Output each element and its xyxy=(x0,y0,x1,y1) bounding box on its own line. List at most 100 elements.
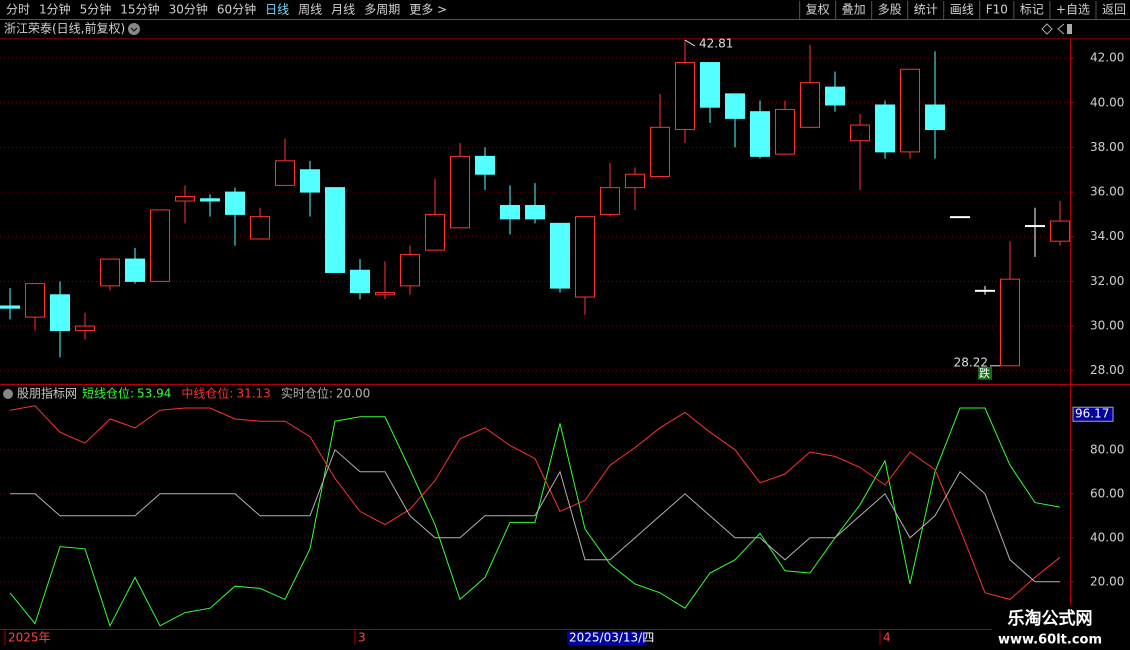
y-tick-label: 30.00 xyxy=(1090,319,1124,333)
candle-body xyxy=(975,289,995,292)
high-arrow xyxy=(684,39,696,47)
candle-body xyxy=(825,86,845,106)
candle-body xyxy=(950,216,970,219)
panel-icon[interactable] xyxy=(1067,24,1072,34)
toolbar-button[interactable]: 画线 xyxy=(950,3,974,17)
y-tick-label: 34.00 xyxy=(1090,229,1124,243)
indicator-line xyxy=(9,405,1061,600)
stock-title: 浙江荣泰(日线,前复权) xyxy=(4,21,125,36)
y-tick-label: 36.00 xyxy=(1090,185,1124,199)
candle-body xyxy=(0,305,20,309)
legend-value: 31.13 xyxy=(236,387,270,401)
candle-body xyxy=(400,254,420,287)
legend-value: 20.00 xyxy=(336,387,370,401)
toolbar-button[interactable]: 统计 xyxy=(914,3,938,17)
candle-body xyxy=(925,104,945,131)
candle-body xyxy=(725,93,745,119)
toolbar-tab[interactable]: 周线 xyxy=(298,3,322,17)
toolbar-tab[interactable]: 分时 xyxy=(6,3,30,17)
candle-body xyxy=(475,155,495,175)
toolbar-button[interactable]: +自选 xyxy=(1056,3,1090,17)
candle-body xyxy=(375,292,395,296)
candle-body xyxy=(225,191,245,215)
candle-body xyxy=(1050,220,1070,242)
candle-body xyxy=(650,126,670,177)
toolbar-tab[interactable]: 30分钟 xyxy=(169,2,208,17)
y-tick-label: 28.00 xyxy=(1090,363,1124,377)
legend-name: 实时仓位: xyxy=(281,386,333,401)
toolbar-tab[interactable]: 1分钟 xyxy=(39,2,71,17)
max-marker-label: 96.17 xyxy=(1075,407,1109,421)
date-label: 4 xyxy=(883,631,891,645)
toolbar-button[interactable]: 叠加 xyxy=(842,3,866,17)
candle-body xyxy=(125,258,145,282)
toolbar-button[interactable]: 标记 xyxy=(1020,3,1044,17)
candle-body xyxy=(1025,225,1045,228)
candle-body xyxy=(600,187,620,215)
y-tick-label: 38.00 xyxy=(1090,140,1124,154)
candle-body xyxy=(350,269,370,294)
y-tick-label: 32.00 xyxy=(1090,274,1124,288)
candle-body xyxy=(675,62,695,131)
candle-body xyxy=(250,216,270,240)
y-tick-label: 80.00 xyxy=(1090,442,1124,456)
toolbar-tab[interactable]: 更多 > xyxy=(409,3,447,17)
cursor-date: 2025/03/13/四 xyxy=(569,631,654,645)
watermark-url: www.60lt.com xyxy=(998,633,1102,648)
toolbar-button[interactable]: F10 xyxy=(986,3,1008,17)
date-label: 3 xyxy=(358,631,366,645)
indicator-title: 股朋指标网 xyxy=(17,386,77,401)
indicator-line xyxy=(9,407,1061,628)
candle-body xyxy=(800,82,820,128)
candle-body xyxy=(50,294,70,332)
high-label: 42.81 xyxy=(699,37,733,51)
candle-body xyxy=(575,216,595,298)
badge: 跌 xyxy=(979,366,990,380)
candle-body xyxy=(525,204,545,220)
candle-body xyxy=(550,222,570,289)
candle-body xyxy=(325,187,345,273)
candle-body xyxy=(175,196,195,202)
badge-bg xyxy=(978,366,992,380)
toolbar-tab[interactable]: 日线 xyxy=(265,3,289,17)
toolbar-button[interactable]: 复权 xyxy=(806,3,830,17)
y-tick-label: 42.00 xyxy=(1090,51,1124,65)
candle-body xyxy=(275,160,295,186)
candle-body xyxy=(300,169,320,193)
candle-body xyxy=(1000,278,1020,367)
max-marker-bg xyxy=(1072,406,1114,422)
candle-body xyxy=(900,68,920,153)
candle-body xyxy=(450,155,470,229)
candle-body xyxy=(700,62,720,108)
left-icon[interactable] xyxy=(1057,23,1065,35)
candle-body xyxy=(850,124,870,142)
dropdown-arrow xyxy=(130,27,138,32)
y-tick-label: 40.00 xyxy=(1090,530,1124,544)
indicator-dropdown[interactable] xyxy=(3,389,13,399)
candle-body xyxy=(750,111,770,157)
title-dropdown[interactable] xyxy=(128,23,140,35)
candle-body xyxy=(775,108,795,155)
watermark-name: 乐淘公式网 xyxy=(1008,608,1093,629)
candle-body xyxy=(25,283,45,318)
watermark-bg xyxy=(992,605,1130,650)
indicator-line xyxy=(10,448,1060,583)
candle-body xyxy=(500,204,520,220)
toolbar-tab[interactable]: 月线 xyxy=(331,3,355,17)
candle-body xyxy=(150,209,170,282)
date-label: 2025年 xyxy=(8,631,51,645)
legend-name: 短线仓位: xyxy=(82,386,134,401)
toolbar-tab[interactable]: 15分钟 xyxy=(120,2,159,17)
toolbar-tab[interactable]: 多周期 xyxy=(364,3,400,17)
candle-body xyxy=(875,104,895,153)
cursor-date-bg xyxy=(567,631,645,645)
diamond-icon[interactable] xyxy=(1041,23,1053,35)
candle-body xyxy=(75,325,95,332)
toolbar-tab[interactable]: 5分钟 xyxy=(80,2,112,17)
toolbar-button[interactable]: 多股 xyxy=(878,3,902,17)
toolbar-button[interactable]: 返回 xyxy=(1102,3,1126,17)
candle-body xyxy=(625,173,645,189)
toolbar-tab[interactable]: 60分钟 xyxy=(217,2,256,17)
